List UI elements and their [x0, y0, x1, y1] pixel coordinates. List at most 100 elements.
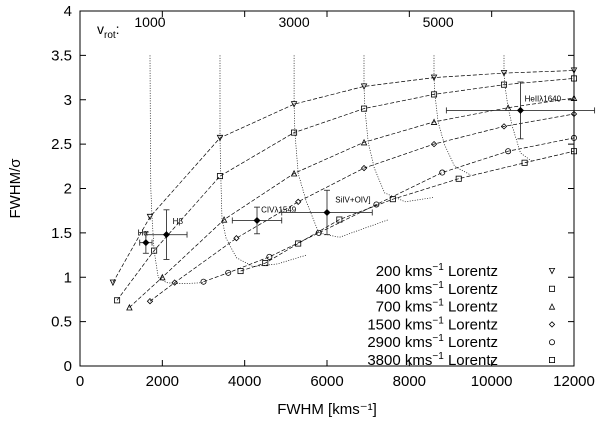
vrot-label: 3000 — [278, 14, 309, 30]
x-axis-ticks: 0 2000 4000 6000 8000 10000 12000 — [76, 11, 595, 390]
rotation-curve — [219, 55, 307, 267]
series-point — [200, 278, 207, 285]
series-1 — [109, 67, 578, 287]
legend-marker — [549, 285, 556, 292]
series-point — [500, 70, 508, 77]
legend-label: 1500 kms−1 Lorentz — [367, 315, 498, 333]
legend-marker — [548, 267, 556, 275]
y-tick-label: 4 — [64, 3, 72, 20]
observation-label: HeIIλ1640 — [525, 95, 562, 104]
series-point — [336, 216, 343, 223]
legend-label-sup: −1 — [432, 315, 444, 326]
legend-label: 700 kms−1 Lorentz — [376, 298, 498, 316]
legend-label-tail: Lorentz — [444, 263, 498, 280]
legend-label-sup: −1 — [432, 262, 444, 273]
legend-label-main: 700 kms — [376, 299, 433, 316]
x-tick-label: 12000 — [553, 373, 595, 390]
vrot-label: 1000 — [134, 14, 165, 30]
legend-label-main: 200 kms — [376, 263, 433, 280]
observation-label: Hα — [138, 229, 149, 238]
legend-label-sup: −1 — [432, 333, 444, 344]
observation-label: CIVλ1549 — [261, 205, 297, 214]
legend-label-sup: −1 — [432, 280, 444, 291]
series-point — [171, 279, 178, 286]
observation: Hα — [138, 229, 153, 254]
y-tick-label: 0 — [64, 358, 72, 375]
legend-marker — [548, 321, 556, 328]
legend-label-tail: Lorentz — [444, 281, 498, 298]
series-point — [389, 196, 396, 203]
series-point — [126, 303, 133, 311]
y-tick-label: 3 — [64, 92, 72, 109]
series-point — [361, 105, 368, 112]
series-point — [237, 268, 244, 275]
legend-label-tail: Lorentz — [444, 299, 498, 316]
observation-point — [162, 231, 170, 239]
legend-marker — [549, 356, 556, 363]
legend-label-sup: −1 — [432, 351, 444, 362]
series-point — [225, 269, 232, 276]
series-point — [501, 81, 508, 88]
series-point — [360, 138, 368, 146]
observation: SiIV+OIV] — [281, 189, 373, 236]
vrot-header: vrot: — [97, 21, 120, 41]
observation: HeIIλ1640 — [445, 81, 596, 140]
series-point — [109, 279, 117, 287]
y-tick-label: 0.5 — [51, 314, 72, 331]
series-line — [240, 150, 575, 272]
series-point — [431, 91, 438, 98]
series-point — [114, 297, 121, 304]
legend-label: 3800 kms−1 Lorentz — [367, 351, 498, 369]
series-point — [151, 247, 158, 254]
observation: Hβ — [145, 209, 188, 260]
legend-label-sup: −1 — [432, 298, 444, 309]
legend-label-main: 400 kms — [376, 281, 433, 298]
series-point — [360, 164, 368, 172]
observation-label: Hβ — [173, 217, 184, 226]
series-line — [112, 70, 575, 283]
series-point — [216, 173, 223, 180]
series-point — [266, 253, 273, 260]
x-tick-label: 4000 — [228, 373, 261, 390]
series-line — [116, 78, 575, 301]
vrot-label: 5000 — [423, 14, 454, 30]
observation-point — [253, 216, 261, 224]
legend-label-main: 3800 kms — [367, 352, 432, 369]
x-tick-label: 6000 — [310, 373, 343, 390]
x-tick-label: 2000 — [146, 373, 179, 390]
x-axis-label: FWHM [kms⁻¹] — [277, 401, 377, 418]
series-point — [430, 74, 438, 82]
observation-point — [142, 239, 150, 247]
series-point — [220, 216, 228, 223]
y-axis-ticks: 0 0.5 1 1.5 2 2.5 3 3.5 4 — [51, 3, 574, 375]
series-point — [262, 260, 269, 267]
legend-label-tail: Lorentz — [444, 352, 498, 369]
series-point — [290, 169, 298, 177]
series-point — [505, 148, 512, 155]
y-tick-label: 1.5 — [51, 225, 72, 242]
legend-label: 2900 kms−1 Lorentz — [367, 333, 498, 351]
vrot-header-colon: : — [116, 21, 120, 37]
series-point — [216, 134, 224, 142]
observation-label: SiIV+OIV] — [335, 196, 370, 205]
series-point — [233, 235, 240, 242]
series-point — [500, 123, 508, 130]
legend-label-tail: Lorentz — [444, 316, 498, 333]
series-point — [455, 175, 462, 182]
observations: Hα Hβ CIVλ1549 SiIV+OIV] HeIIλ1640 — [138, 81, 596, 260]
y-tick-label: 1 — [64, 269, 72, 286]
rotation-curve — [363, 55, 435, 203]
series-line — [203, 137, 575, 283]
legend-label: 400 kms−1 Lorentz — [376, 280, 498, 298]
observation: CIVλ1549 — [231, 205, 297, 235]
x-tick-label: 0 — [76, 373, 84, 390]
vrot-labels: 1000 3000 5000 — [134, 14, 454, 30]
legend-label-main: 2900 kms — [367, 334, 432, 351]
series-point — [295, 198, 302, 205]
series-point — [146, 213, 154, 221]
y-tick-label: 2 — [64, 181, 72, 198]
y-axis-label: FWHM/σ — [7, 158, 24, 219]
